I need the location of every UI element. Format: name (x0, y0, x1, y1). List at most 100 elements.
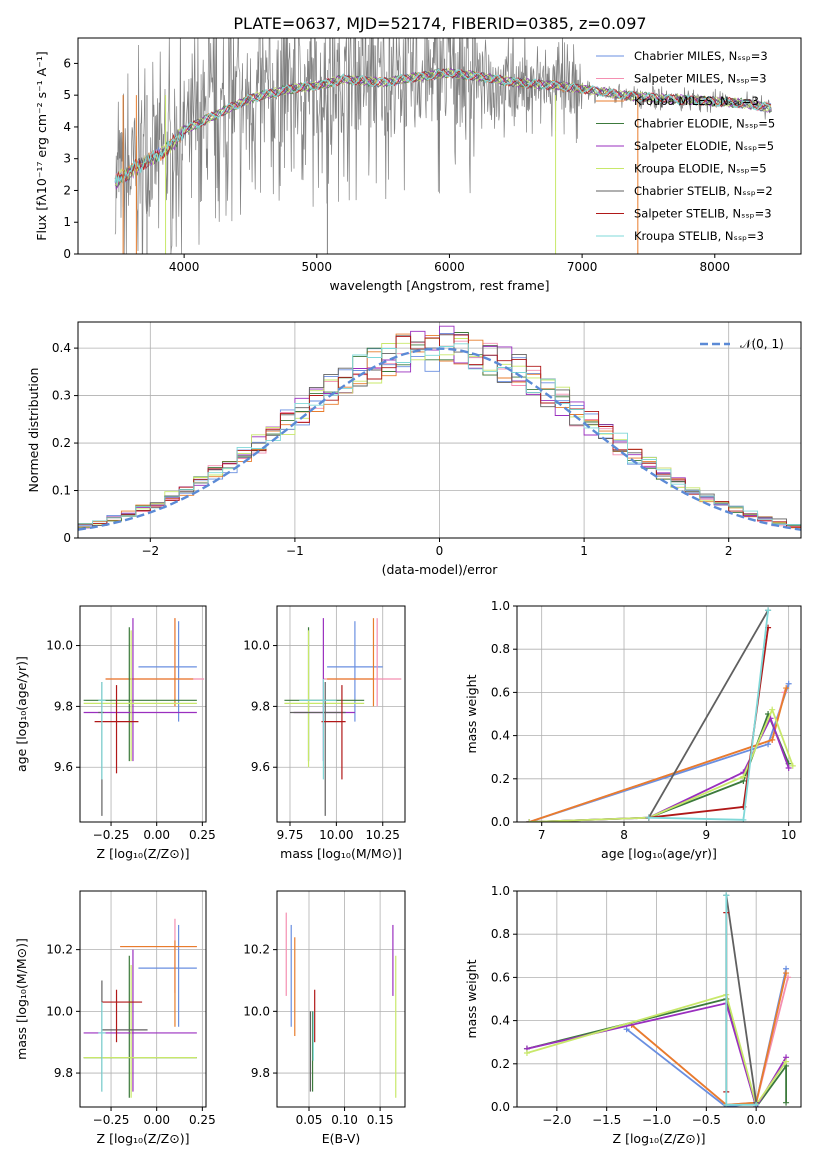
y-tick-label: 6 (63, 56, 71, 70)
weight-point-marker (783, 1099, 790, 1106)
y-axis-label: mass weight (464, 674, 479, 753)
x-tick-label: 0.00 (143, 1113, 170, 1127)
axes-frame (276, 890, 406, 1108)
legend-label: Kroupa MILES, Nₛₛₚ=3 (634, 94, 759, 108)
legend-label: Kroupa STELIB, Nₛₛₚ=3 (634, 229, 764, 243)
weight-point-marker (785, 765, 792, 771)
axes-frame (77, 37, 802, 255)
weight-series-line (529, 707, 794, 822)
legend-label: 𝒩(0, 1) (740, 337, 784, 351)
x-axis-label: wavelength [Angstrom, rest frame] (329, 278, 549, 293)
weight-series-line (631, 972, 787, 1106)
x-tick-label: 5000 (302, 260, 333, 274)
y-axis-label: age [log₁₀(age/yr)] (14, 656, 29, 772)
plot-area (114, 38, 772, 254)
x-axis-label: Z [log₁₀(Z/Z⊙)] (97, 846, 190, 861)
figure-title: PLATE=0637, MJD=52174, FIBERID=0385, z=0… (233, 14, 646, 33)
x-tick-label: 9.75 (277, 828, 304, 842)
y-tick-label: 1.0 (491, 599, 510, 613)
x-tick-label: 9 (703, 828, 711, 842)
y-axis-label: mass [log₁₀(M/M⊙)] (14, 938, 29, 1060)
y-tick-label: 0.4 (491, 729, 510, 743)
y-tick-label: 0.3 (52, 389, 71, 403)
y-tick-label: 9.8 (54, 699, 73, 713)
y-tick-label: 4 (63, 120, 71, 134)
x-tick-label: 0.0 (747, 1113, 766, 1127)
x-tick-label: 0.15 (367, 1113, 394, 1127)
x-tick-label: 10.00 (319, 828, 353, 842)
weight-point-marker (765, 607, 772, 614)
mass-vs-metallicity-panel: −0.25 0.00 0.25 9.8 10.0 10.2 Z [log₁₀(Z/Z⊙)] m… (14, 890, 216, 1146)
weight-point-marker (623, 1026, 630, 1033)
weight-point-marker (526, 819, 533, 822)
weight-point-marker (783, 970, 790, 977)
y-tick-label: 0.1 (52, 484, 71, 498)
y-tick-label: 10.0 (46, 639, 73, 653)
y-tick-label: 0.6 (491, 685, 510, 699)
x-tick-label: 0.25 (189, 828, 216, 842)
x-axis-label: (data-model)/error (382, 562, 499, 577)
x-tick-label: 7000 (567, 260, 598, 274)
y-tick-label: 0.6 (491, 970, 510, 984)
x-tick-label: −0.25 (93, 828, 130, 842)
plot-area (284, 618, 402, 816)
y-tick-label: 0.4 (52, 341, 71, 355)
weight-point-marker (785, 680, 792, 687)
y-tick-label: 0.2 (491, 772, 510, 786)
x-axis-label: Z [log₁₀(Z/Z⊙)] (613, 1131, 706, 1146)
y-tick-label: 1.0 (491, 884, 510, 898)
x-axis-label: E(B-V) (322, 1131, 361, 1146)
x-tick-label: 0.10 (331, 1113, 358, 1127)
y-tick-label: 0 (63, 531, 71, 545)
x-tick-label: 0 (436, 544, 444, 558)
age-vs-mass-panel: 9.75 10.00 10.25 9.6 9.8 10.0 mass [log₁₀(M/M⊙… (243, 605, 406, 861)
x-tick-label: −1.0 (642, 1113, 671, 1127)
model-spectrum-line (114, 68, 772, 189)
y-tick-label: 0.8 (491, 927, 510, 941)
y-tick-label: 0.4 (491, 1014, 510, 1028)
mass-vs-extinction-panel: 0.05 0.10 0.15 9.8 10.0 10.2 E(B-V) (243, 890, 406, 1146)
x-tick-label: 8 (620, 828, 628, 842)
x-tick-label: 0.25 (189, 1113, 216, 1127)
y-axis-label: Flux [fλ10⁻¹⁷ erg cm⁻² s⁻¹ A⁻¹] (34, 51, 49, 240)
plot-area (83, 918, 197, 1098)
plot-area (523, 892, 792, 1107)
y-tick-label: 10.0 (243, 1004, 270, 1018)
model-spectrum-line (114, 68, 772, 181)
y-tick-label: 0.0 (491, 1100, 510, 1114)
legend-label: Chabrier ELODIE, Nₛₛₚ=5 (634, 117, 775, 131)
weight-point-marker (723, 892, 730, 899)
weight-point-marker (740, 773, 747, 780)
x-tick-label: 2 (725, 544, 733, 558)
y-tick-label: 10.2 (243, 943, 270, 957)
weight-series-line (631, 977, 789, 1106)
x-tick-label: 6000 (434, 260, 465, 274)
y-tick-label: 2 (63, 183, 71, 197)
x-tick-label: −0.5 (692, 1113, 721, 1127)
x-axis-label: age [log₁₀(age/yr)] (601, 846, 717, 861)
axes-frame (516, 605, 802, 823)
weight-point-marker (523, 1050, 530, 1056)
x-axis-label: Z [log₁₀(Z/Z⊙)] (97, 1131, 190, 1146)
histogram-step-line (78, 343, 801, 526)
legend-label: Chabrier STELIB, Nₛₛₚ=2 (634, 184, 773, 198)
plot-area (83, 618, 205, 816)
y-tick-label: 9.6 (251, 760, 270, 774)
normal-reference-curve (78, 347, 801, 531)
weight-point-marker (785, 974, 792, 981)
y-tick-label: 0.8 (491, 642, 510, 656)
legend-label: Salpeter STELIB, Nₛₛₚ=3 (634, 207, 772, 221)
axes-frame (79, 605, 207, 823)
y-tick-label: 10.0 (243, 639, 270, 653)
y-tick-label: 10.0 (46, 1004, 73, 1018)
age-vs-metallicity-panel: −0.25 0.00 0.25 9.6 9.8 10.0 Z [log₁₀(Z/Z⊙)] ag… (14, 605, 216, 861)
histogram-step-line (78, 334, 801, 528)
residual-histogram-panel: −2 −1 0 1 2 0 0.1 0.2 0.3 0.4 (data-model)/error No… (26, 321, 802, 577)
weight-vs-age-panel: 7 8 9 10 0.0 0.2 0.4 0.6 0.8 1.0 age [log₁₀(age/yr… (464, 599, 802, 861)
y-tick-label: 1 (63, 215, 71, 229)
y-tick-label: 9.6 (54, 760, 73, 774)
weight-point-marker (783, 685, 790, 692)
y-tick-label: 9.8 (251, 699, 270, 713)
x-tick-label: 10 (781, 828, 796, 842)
